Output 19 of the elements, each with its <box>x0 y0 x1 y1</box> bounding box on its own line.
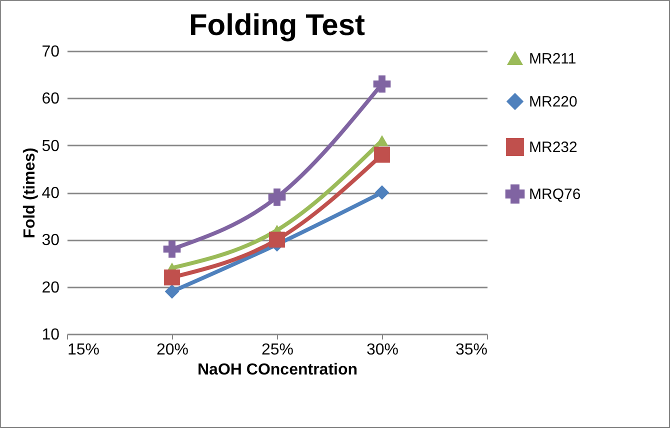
y-tick-label: 60 <box>42 90 60 108</box>
x-tick-label: 20% <box>156 342 189 358</box>
x-tick-label: 30% <box>366 342 399 358</box>
legend-label: MR232 <box>529 139 578 156</box>
y-tick-label: 70 <box>42 44 60 60</box>
y-tick-label: 10 <box>42 326 60 344</box>
y-axis-title: Fold (times) <box>22 148 39 238</box>
y-tick-label: 20 <box>42 279 60 296</box>
y-tick-label: 30 <box>42 232 60 250</box>
legend-label: MR211 <box>529 50 576 68</box>
x-axis-title: NaOH COncentration <box>197 362 358 378</box>
legend-label: MR220 <box>529 94 578 110</box>
legend-label: MRQ76 <box>529 186 581 203</box>
x-tick-label: 15% <box>68 342 100 358</box>
y-tick-label: 50 <box>42 138 60 155</box>
chart-title: Folding Test <box>188 9 366 42</box>
x-tick-label: 25% <box>261 342 294 358</box>
y-tick-label: 40 <box>42 185 60 202</box>
x-tick-label: 35% <box>455 342 488 358</box>
